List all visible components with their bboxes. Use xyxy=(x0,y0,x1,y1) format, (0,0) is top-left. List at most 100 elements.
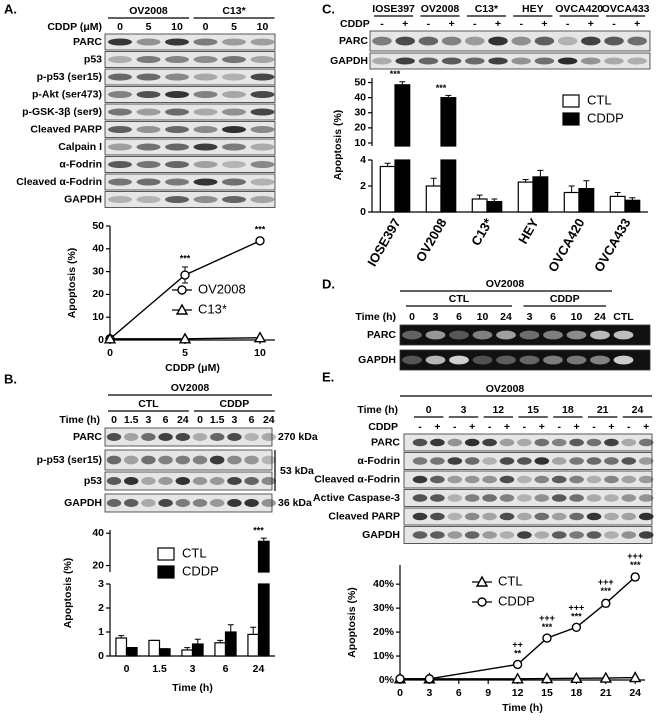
band xyxy=(519,355,540,365)
row-label: p53 xyxy=(84,475,102,487)
blot xyxy=(369,52,651,70)
cell-line: OV2008 xyxy=(486,278,525,290)
group-label: OV2008 xyxy=(129,5,168,17)
marker xyxy=(599,671,612,683)
bar xyxy=(425,185,442,213)
band xyxy=(250,90,275,99)
band xyxy=(165,125,189,134)
blot xyxy=(104,33,276,51)
band xyxy=(449,355,469,365)
band xyxy=(108,160,132,169)
row-label: PARC xyxy=(367,329,396,341)
y-axis-label: Apoptosis (%) xyxy=(346,587,358,658)
lane-label: 0 xyxy=(111,414,117,426)
blot xyxy=(104,51,276,68)
band xyxy=(566,355,587,365)
y-tick-label: 0% xyxy=(379,674,395,686)
lane-label: 6 xyxy=(456,311,462,323)
x-tick-label: 24 xyxy=(629,687,641,699)
bar xyxy=(471,198,488,213)
band xyxy=(449,330,469,340)
row-label: GAPDH xyxy=(362,529,400,541)
row-label: p-p53 (ser15) xyxy=(37,71,102,83)
marker xyxy=(570,671,583,684)
lane-label: + xyxy=(495,18,501,30)
band xyxy=(581,36,601,46)
cell-line: OV2008 xyxy=(486,383,525,395)
lane-label: 24 xyxy=(594,311,606,323)
band xyxy=(227,499,242,507)
band xyxy=(430,512,445,521)
marker xyxy=(512,659,523,670)
group-label: IOSE397 xyxy=(372,3,415,15)
band xyxy=(482,531,497,539)
lane-label: CTL xyxy=(613,311,634,323)
band xyxy=(586,494,602,502)
y-tick-label: 2 xyxy=(98,602,104,614)
band xyxy=(519,330,540,340)
band xyxy=(227,455,242,465)
band xyxy=(108,108,132,116)
band xyxy=(165,160,189,169)
legend-label: C13* xyxy=(198,301,227,316)
marker xyxy=(395,674,405,684)
error-bar xyxy=(118,635,125,638)
legend-swatch xyxy=(562,112,580,126)
lane-label: + xyxy=(402,18,408,30)
lane-label: + xyxy=(541,18,547,30)
band xyxy=(193,73,218,81)
row-label: Calpain I xyxy=(58,141,102,153)
lane-label: + xyxy=(643,421,649,433)
lane-label: 10 xyxy=(171,21,183,33)
x-tick-label: 15 xyxy=(541,687,553,699)
lane-label: 6 xyxy=(249,414,255,426)
marker xyxy=(540,672,554,684)
lane-label: 10 xyxy=(571,311,583,323)
band xyxy=(412,475,428,484)
legend-swatch xyxy=(562,94,580,108)
band xyxy=(569,438,584,447)
lane-label: 24 xyxy=(263,414,275,426)
annotation: *** xyxy=(436,83,447,93)
band xyxy=(108,178,132,186)
band xyxy=(192,433,208,441)
band xyxy=(604,438,619,447)
panel-label: C. xyxy=(322,1,335,16)
x-tick-label: 6 xyxy=(456,687,462,699)
band xyxy=(430,531,445,539)
error-bar xyxy=(250,626,257,635)
band xyxy=(141,455,156,465)
band xyxy=(551,531,567,539)
error-bar xyxy=(537,169,544,177)
band xyxy=(222,38,246,46)
band xyxy=(193,38,218,46)
band xyxy=(638,457,654,465)
band xyxy=(193,143,218,151)
band xyxy=(511,36,531,46)
band xyxy=(447,494,463,502)
panel-label: B. xyxy=(4,371,17,386)
row-label: GAPDH xyxy=(358,354,396,366)
x-axis-label: Time (h) xyxy=(172,682,213,694)
band xyxy=(209,477,225,485)
error-bar xyxy=(430,177,437,186)
y-tick-label: 30 xyxy=(92,265,104,277)
x-tick-label: 0 xyxy=(124,663,130,675)
band xyxy=(441,57,462,65)
marker xyxy=(630,572,640,582)
band xyxy=(192,455,208,465)
lane-label: - xyxy=(627,421,631,433)
error-bar xyxy=(629,197,636,201)
band xyxy=(193,195,218,204)
marker xyxy=(255,236,265,246)
legend-marker xyxy=(477,597,487,607)
band xyxy=(222,195,246,204)
band xyxy=(108,38,132,46)
band xyxy=(372,36,392,46)
band xyxy=(175,455,191,465)
marker xyxy=(542,633,552,643)
lane-label: - xyxy=(612,18,616,30)
band xyxy=(192,499,208,507)
band xyxy=(543,330,563,340)
band xyxy=(534,36,555,46)
